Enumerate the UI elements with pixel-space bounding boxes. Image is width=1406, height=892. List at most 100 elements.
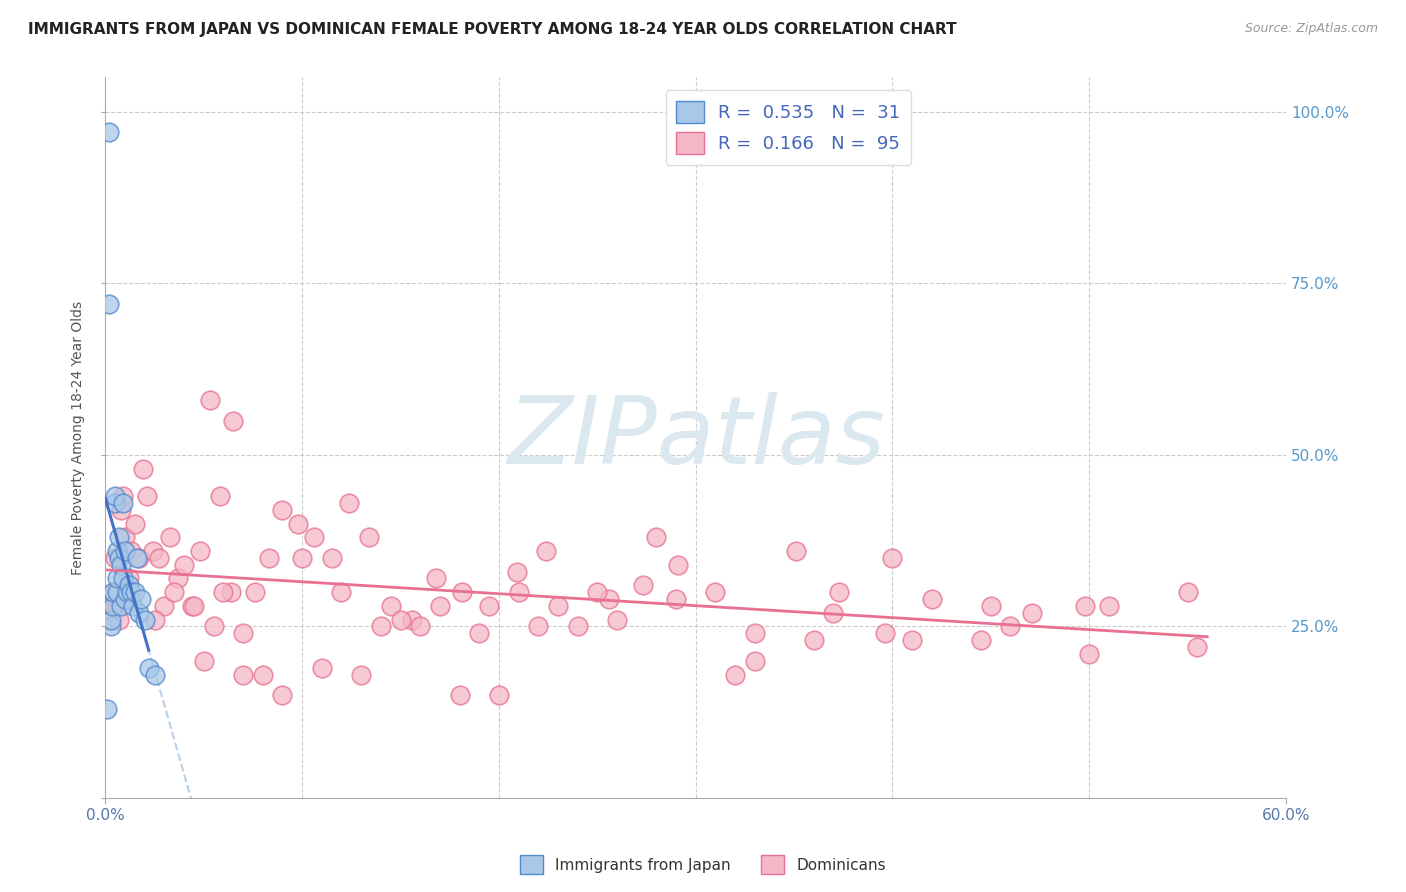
Point [134,613,156,627]
Point [222,414,245,428]
Point [478,599,501,613]
Point [148,550,170,565]
Point [1098,599,1121,613]
Point [112,496,135,510]
Point [527,619,550,633]
Point [112,571,135,585]
Point [744,626,766,640]
Point [257,550,280,565]
Point [508,585,530,599]
Point [198,392,221,407]
Point [128,550,150,565]
Point [108,613,131,627]
Point [110,558,132,572]
Point [901,633,924,648]
Point [124,516,146,531]
Point [534,544,557,558]
Point [98,125,121,139]
Point [105,544,128,558]
Point [567,619,589,633]
Point [181,599,204,613]
Point [114,530,136,544]
Point [118,571,141,585]
Point [125,550,148,565]
Point [450,585,472,599]
Point [302,530,325,544]
Point [785,544,807,558]
Point [202,619,225,633]
Point [409,619,432,633]
Point [232,667,254,681]
Point [193,654,215,668]
Point [380,599,402,613]
Point [606,613,628,627]
Point [143,667,166,681]
Point [105,599,128,613]
Point [631,578,654,592]
Point [980,599,1002,613]
Point [153,599,176,613]
Point [129,592,152,607]
Point [429,599,451,613]
Point [1187,640,1209,654]
Point [100,613,122,627]
Point [143,613,166,627]
Point [103,585,125,599]
Point [212,585,235,599]
Point [128,606,150,620]
Point [488,688,510,702]
Point [221,585,243,599]
Point [138,661,160,675]
Point [921,592,943,607]
Point [232,626,254,640]
Point [828,585,851,599]
Point [105,571,128,585]
Point [114,592,136,607]
Point [104,489,127,503]
Point [124,585,146,599]
Point [118,578,141,592]
Point [291,550,314,565]
Point [132,461,155,475]
Point [110,503,132,517]
Point [401,613,423,627]
Text: Source: ZipAtlas.com: Source: ZipAtlas.com [1244,22,1378,36]
Point [873,626,896,640]
Point [100,599,122,613]
Point [449,688,471,702]
Point [183,599,205,613]
Point [598,592,620,607]
Legend: Immigrants from Japan, Dominicans: Immigrants from Japan, Dominicans [513,849,893,880]
Point [112,489,135,503]
Point [104,496,127,510]
Point [104,550,127,565]
Point [1000,619,1022,633]
Point [882,550,904,565]
Point [823,606,845,620]
Point [120,544,142,558]
Point [142,544,165,558]
Point [287,516,309,531]
Point [311,661,333,675]
Point [666,558,689,572]
Point [135,489,157,503]
Point [208,489,231,503]
Point [98,297,121,311]
Point [330,585,353,599]
Point [1074,599,1097,613]
Point [704,585,727,599]
Point [100,619,122,633]
Point [252,667,274,681]
Point [389,613,412,627]
Point [468,626,491,640]
Point [547,599,569,613]
Y-axis label: Female Poverty Among 18-24 Year Olds: Female Poverty Among 18-24 Year Olds [72,301,86,574]
Point [724,667,747,681]
Point [370,619,392,633]
Point [645,530,668,544]
Point [970,633,993,648]
Text: ZIPatlas: ZIPatlas [506,392,884,483]
Point [243,585,266,599]
Point [122,599,145,613]
Point [350,667,373,681]
